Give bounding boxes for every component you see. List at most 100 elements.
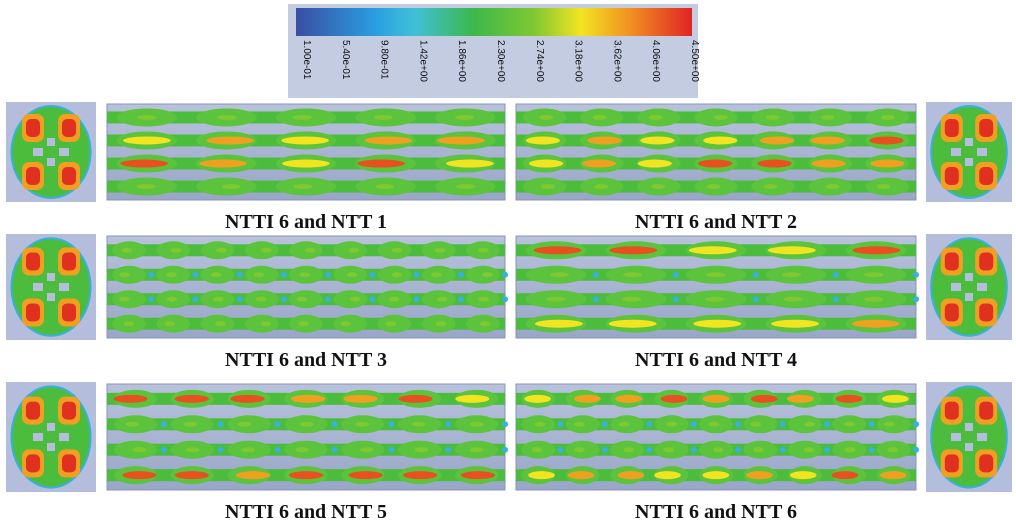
flow-hotspot <box>638 160 672 168</box>
section-core <box>979 253 993 271</box>
flow-hotspot <box>594 184 608 189</box>
flow-hotspot <box>300 272 311 277</box>
flow-hotspot <box>703 136 737 144</box>
flow-hotspot <box>593 115 607 120</box>
flow-hotspot <box>215 321 226 326</box>
flow-cool <box>913 296 919 302</box>
flow-hotspot <box>693 320 741 328</box>
flow-cool <box>780 447 786 453</box>
flow-cool <box>824 421 830 427</box>
flow-hotspot <box>349 471 383 479</box>
flow-cool <box>691 421 697 427</box>
colorbar-tick-label: 9.80e-01 <box>379 40 390 80</box>
flow-hotspot <box>125 422 139 427</box>
flow-hotspot <box>403 471 437 479</box>
flow-hotspot <box>355 422 369 427</box>
flow-hotspot <box>623 447 634 452</box>
flow-cool <box>161 447 167 453</box>
flow-cool <box>502 447 508 453</box>
flow-hotspot <box>281 136 329 144</box>
section-core <box>62 303 76 321</box>
section-core <box>945 303 959 321</box>
flow-hotspot <box>864 297 883 302</box>
flow-hotspot <box>137 115 156 120</box>
flow-hotspot <box>698 160 732 168</box>
flow-cool <box>414 272 420 278</box>
flow-hotspot <box>431 272 442 277</box>
flow-hotspot <box>289 471 323 479</box>
flow-hotspot <box>882 395 909 403</box>
flow-hotspot <box>297 297 308 302</box>
flow-hotspot <box>832 471 859 479</box>
colorbar <box>296 8 692 36</box>
flow-hotspot <box>119 272 130 277</box>
section-core <box>945 253 959 271</box>
flow-cool <box>593 272 599 278</box>
flow-hotspot <box>787 395 814 403</box>
flow-hotspot <box>221 184 240 189</box>
flow-hotspot <box>482 272 493 277</box>
flow-hotspot <box>535 320 583 328</box>
flow-cool <box>388 447 394 453</box>
flow-hotspot <box>811 160 845 168</box>
flow-hotspot <box>750 422 761 427</box>
flow-hotspot <box>349 248 360 253</box>
colorbar-tick-label: 2.74e+00 <box>534 40 545 82</box>
flow-hotspot <box>398 395 432 403</box>
flow-hotspot <box>113 395 147 403</box>
section-gap <box>47 273 55 281</box>
flow-hotspot <box>211 272 222 277</box>
flow-hotspot <box>437 297 448 302</box>
flow-hotspot <box>707 184 721 189</box>
colorbar-tick-label: 1.00e-01 <box>301 40 312 80</box>
flow-hotspot <box>751 395 778 403</box>
flow-hotspot <box>350 297 361 302</box>
flow-hotspot <box>392 272 403 277</box>
section-gap <box>59 148 69 156</box>
section-gap <box>965 273 973 281</box>
flow-hotspot <box>260 321 271 326</box>
flow-hotspot <box>689 246 737 254</box>
section-gap <box>965 138 973 146</box>
flow-hotspot <box>254 272 265 277</box>
flow-hotspot <box>386 321 397 326</box>
section-gap <box>951 433 961 441</box>
flow-hotspot <box>760 136 794 144</box>
flow-hotspot <box>615 395 642 403</box>
flow-hotspot <box>230 395 264 403</box>
flow-hotspot <box>532 447 543 452</box>
flow-hotspot <box>133 447 147 452</box>
flow-hotspot <box>539 115 553 120</box>
flow-cool <box>192 296 198 302</box>
flow-cool <box>913 272 919 278</box>
flow-hotspot <box>166 272 177 277</box>
section-gap <box>977 283 987 291</box>
flow-cool <box>833 272 839 278</box>
flow-hotspot <box>375 184 394 189</box>
flow-hotspot <box>365 136 413 144</box>
flow-hotspot <box>870 160 904 168</box>
flow-cool <box>148 272 154 278</box>
section-gap <box>977 148 987 156</box>
flow-hotspot <box>435 248 446 253</box>
flow-hotspot <box>881 115 895 120</box>
flow-hotspot <box>461 471 495 479</box>
panel-caption: NTTI 6 and NTT 5 <box>225 501 387 523</box>
flow-cool <box>913 447 919 453</box>
flow-hotspot <box>587 136 621 144</box>
flow-hotspot <box>455 395 489 403</box>
flow-cool <box>281 296 287 302</box>
flow-cool <box>331 447 337 453</box>
flow-cool <box>218 421 224 427</box>
flow-hotspot <box>609 246 657 254</box>
figure: 1.00e-015.40e-019.80e-011.42e+001.86e+00… <box>0 0 1016 530</box>
flow-cool <box>325 272 331 278</box>
flow-hotspot <box>282 160 330 168</box>
section-core <box>26 303 40 321</box>
section-core <box>945 454 959 472</box>
flow-hotspot <box>884 422 895 427</box>
section-gap <box>47 138 55 146</box>
flow-hotspot <box>470 447 484 452</box>
flow-hotspot <box>298 321 309 326</box>
flow-hotspot <box>478 248 489 253</box>
